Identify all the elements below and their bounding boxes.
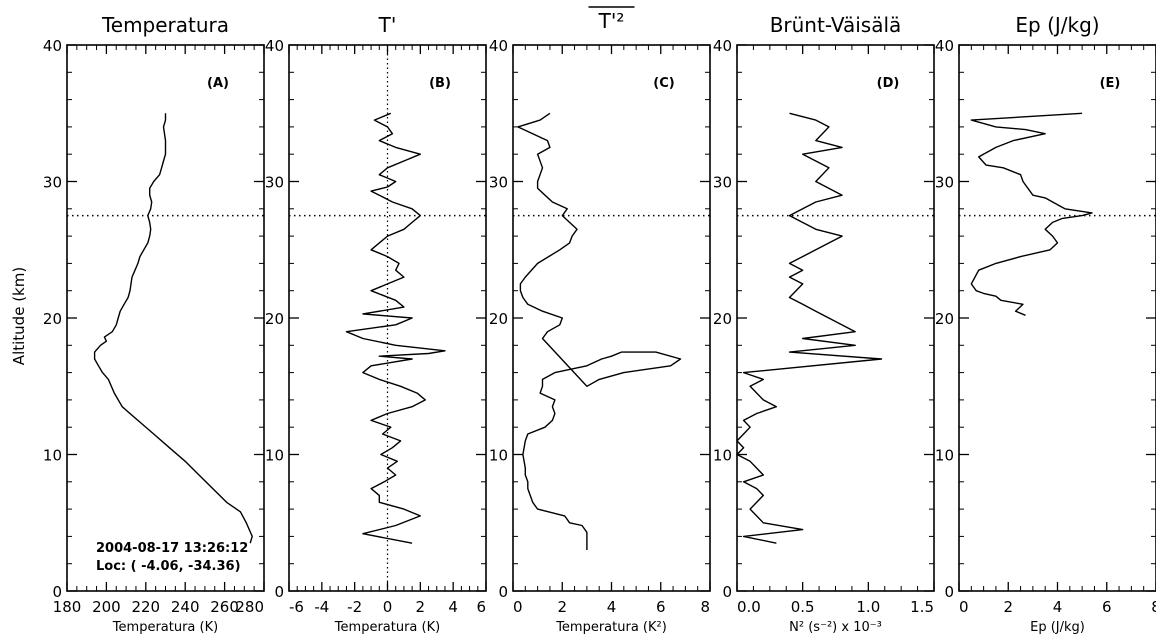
y-axis-label: Altitude (km) [10,267,28,365]
x-tick-label: 0 [513,598,523,616]
x-tick-label: 180 [53,598,82,616]
x-tick-label: 0 [383,598,393,616]
x-axis-label: N² (s⁻²) x 10⁻³ [789,620,882,635]
x-tick-label: -4 [314,598,329,616]
x-tick-label: 6 [1102,598,1112,616]
panel-label: (D) [877,76,900,91]
x-axis-label: Ep (J/kg) [1030,620,1085,635]
annotation-line: 2004-08-17 13:26:12 [96,541,248,556]
x-tick-label: 220 [131,598,160,616]
plot-frame [66,44,265,592]
x-tick-label: 6 [476,598,486,616]
y-tick-label: 20 [265,310,284,328]
x-tick-label: 2 [557,598,567,616]
y-tick-label: 20 [713,310,732,328]
x-tick-label: 4 [1053,598,1063,616]
y-tick-label: 10 [489,447,508,465]
y-tick-label: 20 [43,310,62,328]
x-tick-label: 280 [235,598,264,616]
y-tick-label: 20 [489,310,508,328]
panel-label: (E) [1100,76,1121,91]
y-tick-label: 40 [489,37,508,55]
y-tick-label: 30 [43,174,62,192]
y-tick-label: 10 [265,447,284,465]
panel-label: (A) [207,76,229,91]
panel-label: (C) [653,76,674,91]
x-tick-label: 4 [448,598,458,616]
y-tick-label: 40 [43,37,62,55]
panel-e: 0 2 4 6 8 0 10 20 30 40 Ep (J/kg) (E) Ep (J/kg) [935,13,1156,635]
panel-d: 0.0 0.5 1.0 1.5 0 10 20 30 40 Brünt-Väisälä (D) N² … [713,13,935,635]
x-tick-label: 6 [656,598,666,616]
y-tick-label: 0 [722,583,732,601]
profile-line [93,113,253,544]
x-tick-label: 1.0 [856,598,880,616]
plot-frame [512,44,711,592]
profile-line [970,112,1093,316]
y-tick-label: 40 [713,37,732,55]
y-tick-label: 30 [265,174,284,192]
y-tick-label: 10 [935,447,954,465]
x-tick-label: 4 [607,598,617,616]
y-tick-label: 30 [489,174,508,192]
panel-title: Brünt-Väisälä [770,13,902,37]
panel-title: T'² [598,9,625,33]
plot-frame [958,44,1156,592]
x-tick-label: 0.0 [737,598,761,616]
x-tick-label: 240 [171,598,200,616]
y-tick-label: 10 [43,447,62,465]
x-tick-label: 1.5 [910,598,934,616]
x-tick-label: 0 [959,598,969,616]
y-tick-label: 0 [52,583,62,601]
x-axis-label: Temperatura (K) [334,620,440,635]
panel-title: Temperatura [101,13,229,37]
y-tick-label: 0 [274,583,284,601]
panel-title: T' [378,13,397,37]
x-tick-label: 8 [1151,598,1156,616]
x-tick-label: 260 [210,598,239,616]
x-axis-label: Temperatura (K²) [555,620,667,635]
plot-frame [736,44,935,592]
y-tick-label: 10 [713,447,732,465]
panel-c: 0 2 4 6 8 0 10 20 30 40 T'² (C) Temperatura (K²) [489,6,711,635]
y-tick-label: 20 [935,310,954,328]
x-tick-label: 8 [700,598,710,616]
panel-title: Ep (J/kg) [1015,13,1099,37]
profile-line [517,112,682,550]
x-tick-label: -6 [289,598,304,616]
x-tick-label: 200 [92,598,121,616]
x-axis-label: Temperatura (K) [112,620,218,635]
y-tick-label: 0 [944,583,954,601]
x-tick-label: 0.5 [791,598,815,616]
panels: 180 200 220 240 260280010203040Temperatura(A… [43,6,1156,635]
x-tick-label: -2 [347,598,362,616]
y-tick-label: 0 [498,583,508,601]
profile-line [736,112,883,544]
annotation-line: Loc: ( -4.06, -34.36) [96,559,241,574]
profile-line [345,112,446,544]
x-tick-label: 2 [416,598,426,616]
panel-b: -6 -4 -2 0 2 4 6 0 10 20 30 40 T' (B) Temperatura (K) [265,13,487,635]
y-tick-label: 40 [935,37,954,55]
x-tick-label: 2 [1003,598,1013,616]
y-tick-label: 30 [713,174,732,192]
y-tick-label: 30 [935,174,954,192]
y-tick-label: 40 [265,37,284,55]
panel-label: (B) [429,76,451,91]
